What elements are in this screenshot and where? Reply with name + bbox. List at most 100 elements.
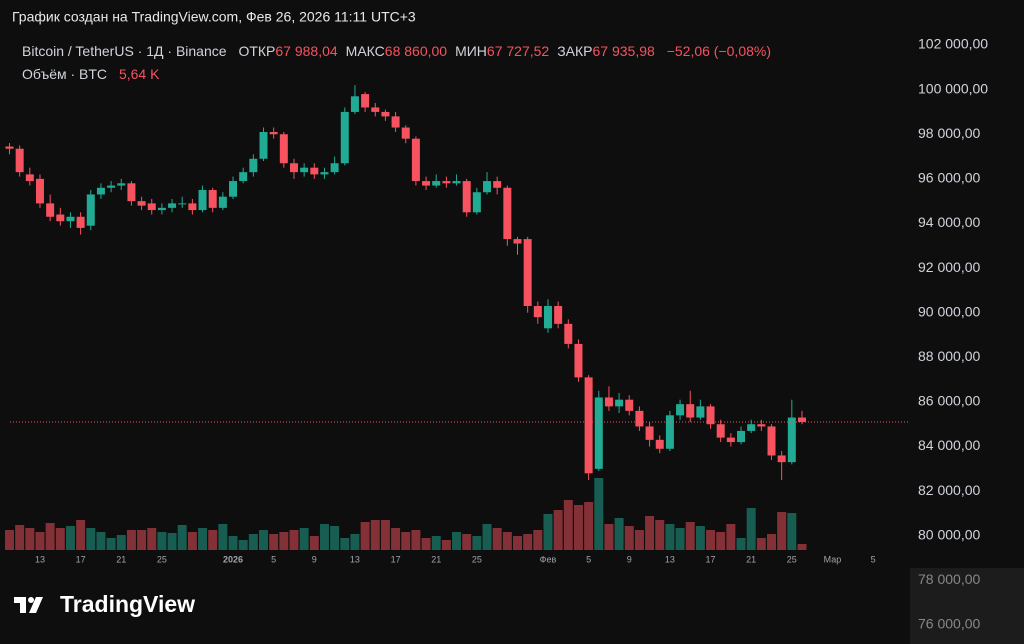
- volume-bar: [726, 524, 736, 550]
- volume-bar: [614, 518, 624, 550]
- candle-body: [696, 406, 705, 418]
- volume-bar: [573, 505, 583, 550]
- volume-bar: [756, 538, 766, 550]
- volume-bar: [218, 524, 228, 550]
- candle-body: [797, 417, 806, 422]
- volume-bar: [594, 478, 604, 550]
- candle-body: [442, 181, 451, 184]
- x-tick-label: 9: [312, 554, 317, 564]
- volume-bar: [360, 522, 370, 550]
- y-tick-label: 98 000,00: [918, 125, 980, 141]
- volume-bar: [116, 535, 126, 550]
- candle-body: [46, 203, 55, 217]
- volume-bar: [411, 530, 421, 550]
- volume-bar: [797, 544, 807, 550]
- volume-bar: [391, 528, 401, 550]
- brand: TradingView: [60, 591, 195, 617]
- volume-bar: [777, 512, 787, 550]
- candle-body: [452, 181, 461, 184]
- y-tick-label: 90 000,00: [918, 303, 980, 319]
- x-tick-label: 17: [706, 554, 716, 564]
- legend-label: МАКС: [345, 43, 385, 59]
- volume-bar: [370, 520, 380, 550]
- volume-bar: [65, 526, 75, 550]
- volume-bar: [86, 528, 96, 550]
- y-tick-label: 80 000,00: [918, 526, 980, 542]
- candle-body: [229, 181, 238, 197]
- legend-label: ЗАКР: [557, 43, 593, 59]
- volume-bar: [675, 528, 685, 550]
- candle-body: [157, 207, 166, 211]
- volume-bar: [269, 534, 279, 550]
- volume-bar: [55, 528, 65, 550]
- legend-label: ОТКР: [238, 43, 276, 59]
- volume-bar: [441, 540, 451, 550]
- candle-body: [147, 203, 156, 211]
- candle-body: [655, 439, 664, 449]
- candle-body: [137, 201, 146, 206]
- x-axis-bg: [10, 552, 910, 568]
- volume-bar: [421, 538, 431, 550]
- x-tick-label: 21: [746, 554, 756, 564]
- logo: TradingView: [14, 591, 195, 617]
- candle-body: [259, 132, 268, 159]
- candle-body: [381, 111, 390, 117]
- candle-body: [462, 181, 471, 213]
- x-tick-label: 5: [871, 554, 876, 564]
- candle-body: [35, 178, 44, 204]
- candle-body: [5, 146, 14, 149]
- candle-body: [706, 406, 715, 425]
- x-tick-label: 13: [665, 554, 675, 564]
- volume-bar: [482, 524, 492, 550]
- y-tick-label: 92 000,00: [918, 259, 980, 275]
- volume-bar: [228, 536, 238, 550]
- volume-bar: [492, 528, 502, 550]
- volume-bar: [685, 522, 695, 550]
- candle-body: [777, 455, 786, 463]
- volume-bar: [665, 524, 675, 550]
- candle-body: [533, 306, 542, 318]
- candle-body: [737, 430, 746, 443]
- y-tick-label: 82 000,00: [918, 482, 980, 498]
- volume-bar: [462, 534, 472, 550]
- y-tick-label: 96 000,00: [918, 170, 980, 186]
- volume-bar: [45, 523, 55, 550]
- candle-body: [289, 163, 298, 173]
- plot: 76 000,00 78 000,00 80 000,00 82 000,00 84 0…: [5, 36, 988, 632]
- volume-bar: [157, 532, 167, 550]
- candle-body: [472, 192, 481, 213]
- volume-bar: [167, 533, 177, 550]
- volume-bar: [523, 534, 533, 550]
- candle-body: [767, 426, 776, 456]
- candle-body: [188, 203, 197, 211]
- volume-bar: [289, 530, 299, 550]
- candle-body: [25, 174, 34, 182]
- volume-bar: [716, 532, 726, 550]
- volume-bar: [106, 538, 116, 550]
- candle-body: [747, 424, 756, 431]
- volume-row: Объём · BTC 5,64 K: [22, 66, 159, 82]
- candle-body: [279, 134, 288, 164]
- candle-body: [330, 163, 339, 173]
- candle-body: [564, 323, 573, 344]
- volume-bar: [238, 540, 248, 550]
- volume-bar: [746, 508, 756, 550]
- candle-body: [787, 417, 796, 463]
- y-tick-label: 100 000,00: [918, 80, 988, 96]
- candle-body: [645, 426, 654, 440]
- candle-body: [96, 187, 105, 195]
- volume-bar: [177, 525, 187, 550]
- candle-body: [86, 194, 95, 226]
- candle-body: [676, 404, 685, 416]
- candle-body: [493, 181, 502, 188]
- x-tick-label: Фев: [540, 554, 557, 564]
- candle-body: [625, 399, 634, 411]
- volume-bar: [279, 532, 289, 550]
- x-tick-label: 21: [116, 554, 126, 564]
- volume-bar: [431, 536, 441, 550]
- volume-bar: [563, 500, 573, 550]
- x-tick-label: 17: [391, 554, 401, 564]
- legend-value: 67 727,52: [486, 43, 550, 59]
- legend-label: МИН: [455, 43, 487, 59]
